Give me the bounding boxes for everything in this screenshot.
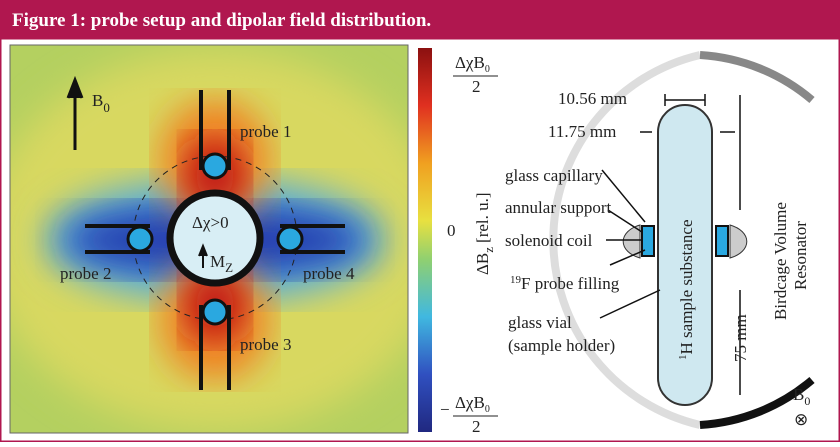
sample-label: 1H sample substance <box>677 219 696 360</box>
callout-text: F probe filling <box>521 274 620 293</box>
probe-label: probe 2 <box>60 264 111 283</box>
callout: (sample holder) <box>508 336 615 355</box>
cb-top: ΔχB0 <box>455 53 490 75</box>
cb-bottom-den: 2 <box>472 417 481 436</box>
title: Figure 1: probe setup and dipolar field … <box>12 10 431 31</box>
cb-text: ΔχB <box>455 53 485 72</box>
sup: 19 <box>510 274 522 286</box>
cb-sign: − <box>440 400 450 419</box>
b0-text: B <box>793 385 804 404</box>
b0-sub: 0 <box>103 100 110 115</box>
figure: Figure 1: probe setup and dipolar field … <box>0 0 840 442</box>
b0-symbol: ⊗ <box>794 410 808 429</box>
m-text: M <box>210 252 225 271</box>
probe-label: probe 3 <box>240 335 291 354</box>
resonator-label: Birdcage Volume <box>771 202 790 320</box>
axis-unit: [rel. u.] <box>473 192 492 243</box>
length-label: 75 mm <box>731 314 750 362</box>
m-sub: Z <box>225 260 233 275</box>
cb-sub: 0 <box>485 64 490 75</box>
cb-sub: 0 <box>485 404 490 415</box>
resonator-label: Resonator <box>791 221 810 290</box>
callout: solenoid coil <box>505 231 593 250</box>
cb-middle: 0 <box>447 221 456 240</box>
sample-text: H sample substance <box>677 219 696 354</box>
b0-sub: 0 <box>804 394 810 408</box>
axis-text: ΔB <box>473 253 492 275</box>
cb-text: ΔχB <box>455 393 485 412</box>
callout: glass vial <box>508 313 572 332</box>
probe-label: probe 4 <box>303 264 355 283</box>
callout: 19F probe filling <box>510 274 620 293</box>
cb-bottom: ΔχB0 <box>455 393 490 415</box>
axis-sub: z <box>481 247 496 253</box>
colorbar <box>418 48 432 432</box>
probe-label: probe 1 <box>240 122 291 141</box>
callout: annular support <box>505 198 612 217</box>
inner-diameter: 10.56 mm <box>558 89 627 108</box>
cb-top-den: 2 <box>472 77 481 96</box>
inner-label: Δχ>0 <box>192 213 229 232</box>
outer-diameter: 11.75 mm <box>548 122 616 141</box>
callout: glass capillary <box>505 166 603 185</box>
b0-text: B <box>92 91 103 110</box>
